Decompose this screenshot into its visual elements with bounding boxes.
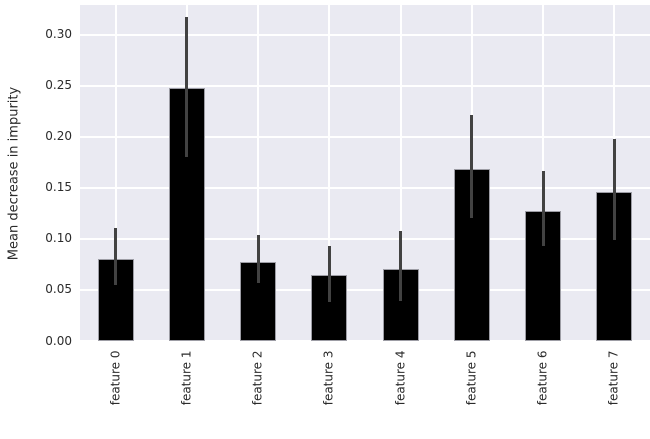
bar-feature-7 xyxy=(596,192,633,341)
gridline-horizontal xyxy=(80,135,650,138)
y-tick-label: 0.30 xyxy=(45,27,72,42)
y-tick-label: 0.00 xyxy=(45,333,72,348)
error-bar-feature-3 xyxy=(327,246,331,303)
y-tick-label: 0.15 xyxy=(45,180,72,195)
gridline-vertical xyxy=(114,5,117,341)
error-bar-feature-2 xyxy=(256,234,260,283)
gridline-horizontal xyxy=(80,340,650,341)
gridline-vertical xyxy=(328,5,331,341)
error-bar-feature-7 xyxy=(612,139,616,240)
x-tick-label: feature 7 xyxy=(606,350,621,405)
y-tick-label: 0.05 xyxy=(45,282,72,297)
gridline-horizontal xyxy=(80,84,650,87)
gridline-horizontal xyxy=(80,288,650,291)
x-tick-label: feature 5 xyxy=(464,350,479,405)
error-bar-feature-4 xyxy=(399,230,403,302)
gridline-vertical xyxy=(257,5,260,341)
x-tick-label: feature 3 xyxy=(321,350,336,405)
y-tick-label: 0.10 xyxy=(45,231,72,246)
gridline-horizontal xyxy=(80,33,650,36)
y-tick-label: 0.25 xyxy=(45,78,72,93)
y-tick-label: 0.20 xyxy=(45,129,72,144)
x-tick-label: feature 0 xyxy=(108,350,123,405)
y-axis-label: Mean decrease in impurity xyxy=(6,86,22,260)
x-tick-label: feature 1 xyxy=(179,350,194,405)
error-bar-feature-6 xyxy=(541,170,545,247)
gridline-vertical xyxy=(399,5,402,341)
x-tick-label: feature 4 xyxy=(393,350,408,405)
error-bar-feature-1 xyxy=(185,16,189,158)
x-tick-label: feature 2 xyxy=(250,350,265,405)
error-bar-feature-0 xyxy=(114,227,118,285)
plot-area xyxy=(80,5,650,341)
x-tick-label: feature 6 xyxy=(535,350,550,405)
gridline-horizontal xyxy=(80,237,650,240)
error-bar-feature-5 xyxy=(470,114,474,218)
gridline-horizontal xyxy=(80,186,650,189)
